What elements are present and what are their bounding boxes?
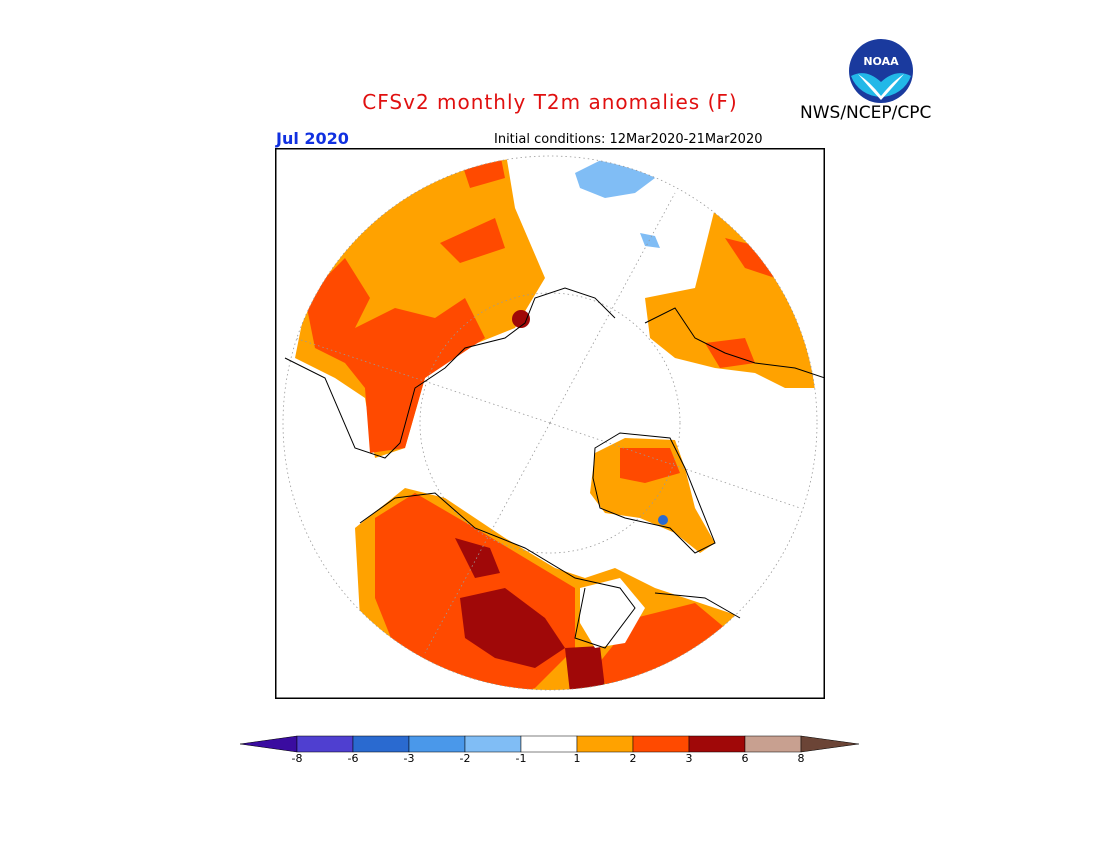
legend-tick-label: -1 (515, 752, 527, 765)
legend-swatch (688, 735, 746, 753)
color-legend-bar (239, 735, 860, 753)
legend-arrow-low (239, 735, 298, 753)
anomaly-region-atlantic-cold-small (640, 233, 660, 248)
anomaly-region-canada-hot (460, 588, 565, 668)
coastline-europe (644, 307, 825, 379)
anomaly-region-hudson-bay (580, 578, 645, 648)
coastline-asia (284, 287, 616, 459)
legend-tick-label: 1 (573, 752, 581, 765)
initial-conditions-label: Initial conditions: 12Mar2020-21Mar2020 (494, 132, 763, 147)
legend-tick-label: -3 (403, 752, 415, 765)
legend-swatch (520, 735, 578, 753)
legend-tick-label: 6 (741, 752, 749, 765)
legend-tick-label: 3 (685, 752, 693, 765)
legend-tick-label: -2 (459, 752, 471, 765)
legend-swatch (352, 735, 410, 753)
legend-swatch (408, 735, 466, 753)
legend-swatch (296, 735, 354, 753)
anomaly-region-asia-warm-north (440, 218, 505, 263)
anomaly-region-siberia-warm (305, 258, 485, 453)
valid-month-label: Jul 2020 (276, 129, 349, 148)
legend-swatch (744, 735, 802, 753)
coastline-labrador (654, 592, 741, 619)
legend-swatch (576, 735, 634, 753)
agency-label: NWS/NCEP/CPC (800, 103, 932, 123)
legend-swatch (632, 735, 690, 753)
anomaly-region-greenland-cold (658, 515, 668, 525)
anomaly-region-hudson-hot (565, 646, 605, 690)
anomaly-region-greenland-warm (620, 448, 680, 483)
anomaly-map (275, 148, 825, 699)
noaa-logo: NOAA (849, 39, 913, 103)
legend-swatch (464, 735, 522, 753)
anomaly-region-siberia-hot (512, 310, 530, 328)
anomaly-region-europe-warm-east (705, 338, 755, 368)
coastline-north-america (359, 492, 636, 649)
legend-arrow-high (800, 735, 860, 753)
anomaly-region-east-canada-warm (595, 603, 725, 690)
legend-tick-label: 8 (797, 752, 805, 765)
legend-tick-label: -6 (347, 752, 359, 765)
chart-title: CFSv2 monthly T2m anomalies (F) (362, 90, 738, 114)
legend-tick-label: 2 (629, 752, 637, 765)
noaa-logo-text: NOAA (863, 55, 899, 68)
legend-tick-label: -8 (291, 752, 303, 765)
coastline-greenland (592, 432, 716, 554)
anomaly-region-alaska-hot (455, 538, 500, 578)
